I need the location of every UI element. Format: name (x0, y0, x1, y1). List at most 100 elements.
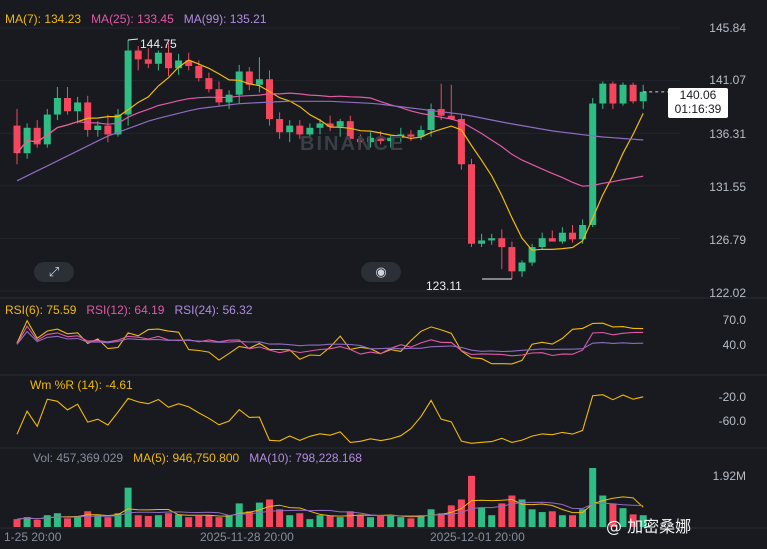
rsi-tick-40: 40.0 (722, 338, 746, 352)
candle-body (488, 238, 496, 241)
volume-bar (266, 499, 273, 527)
volume-bar (528, 509, 536, 527)
volume-bar (13, 519, 21, 527)
time-tick-2: 2025-12-01 20:00 (430, 530, 525, 544)
high-leader (128, 38, 139, 41)
volume-bar (407, 518, 415, 527)
candle-body (175, 60, 183, 69)
volume-bar (447, 505, 455, 527)
volume-bar (114, 513, 122, 527)
volume-bar (296, 513, 304, 527)
candle-body (245, 71, 253, 85)
candle-body (609, 83, 617, 104)
candle-body (215, 89, 223, 103)
volume-bar (74, 515, 82, 527)
candle-body (599, 83, 607, 104)
ma7-line (16, 59, 644, 251)
volume-bar (609, 503, 617, 527)
volume-bar (589, 468, 597, 527)
volume-bar (377, 515, 385, 527)
volume-bar (205, 515, 213, 527)
candle-body (629, 84, 637, 102)
candle-body (195, 65, 203, 79)
candle-body (114, 114, 122, 135)
volume-bar (387, 515, 395, 527)
candle-body (154, 52, 162, 64)
candle-body (84, 102, 92, 131)
candle-body (356, 138, 364, 143)
volume-bar (619, 508, 627, 527)
candle-body (326, 123, 334, 127)
candle-body (33, 127, 41, 145)
ma7-label: MA(7): 134.23 (5, 12, 82, 26)
volume-bar (346, 511, 354, 527)
volume-bar (548, 511, 556, 527)
volume-bar (508, 495, 516, 527)
expand-icon[interactable]: ⤢ (34, 262, 74, 282)
volume-bar (417, 515, 425, 527)
candle-body (558, 232, 566, 242)
time-tick-0: 1-25 20:00 (4, 530, 62, 544)
volume-bar (185, 517, 193, 527)
volume-bar (276, 509, 284, 527)
price-tick-0: 145.84 (709, 21, 746, 35)
candle-body (377, 137, 385, 142)
volume-bar (225, 515, 233, 527)
volume-bar (215, 517, 223, 527)
volume-bar (286, 515, 294, 527)
candle-body (53, 98, 61, 115)
wr-tick-20: -20.0 (718, 390, 746, 404)
candle-body (579, 224, 587, 240)
volume-bar (104, 517, 112, 527)
rsi-tick-70: 70.0 (722, 313, 746, 327)
volume-ma10-line (16, 501, 644, 520)
volume-label: Vol: 457,369.029 (33, 451, 124, 465)
candle-body (296, 125, 304, 135)
volume-bar (235, 503, 243, 527)
volume-bar (144, 515, 152, 527)
volume-bar (154, 515, 162, 527)
volume-bar (579, 509, 587, 527)
rsi6-label: RSI(6): 75.59 (5, 303, 77, 317)
volume-bar (64, 518, 71, 527)
price-tick-1: 141.07 (709, 73, 746, 87)
volume-bar (599, 495, 607, 527)
volume-bar (53, 513, 61, 527)
volume-bar (569, 515, 576, 527)
volume-bar (316, 515, 324, 527)
volume-bar (195, 515, 203, 527)
volume-bar (94, 515, 102, 527)
candle-body (508, 247, 516, 272)
ma25-label: MA(25): 133.45 (91, 12, 174, 26)
volume-bar (23, 517, 31, 527)
current-price: 140.06 (679, 88, 717, 102)
candle-body (498, 238, 506, 248)
volume-bar (134, 515, 142, 527)
volume-bar (488, 515, 496, 527)
candle-body (518, 262, 526, 272)
author-watermark: @ 加密桑娜 (606, 517, 692, 536)
volume-tick: 1.92M (712, 469, 746, 483)
eye-icon[interactable]: ◉ (361, 262, 401, 282)
candle-body (165, 52, 172, 69)
volume-bar (367, 517, 374, 527)
candle-body (468, 164, 475, 244)
volume-bar (306, 519, 314, 527)
volume-bar (43, 515, 51, 527)
volume-bar (457, 499, 465, 527)
rsi12-line (16, 325, 644, 357)
rsi6-line (16, 319, 644, 365)
candle-body (316, 123, 324, 128)
volume-bar (336, 517, 344, 527)
candle-body (589, 103, 597, 225)
candle-body (185, 60, 193, 66)
wr-tick-60: -60.0 (718, 414, 746, 428)
candle-body (417, 130, 425, 137)
volume-bar (629, 514, 637, 527)
candle-body (255, 79, 263, 85)
volume-bar (255, 502, 263, 527)
candle-body (276, 118, 284, 133)
candle-body (447, 115, 455, 119)
rsi24-line (16, 330, 644, 353)
